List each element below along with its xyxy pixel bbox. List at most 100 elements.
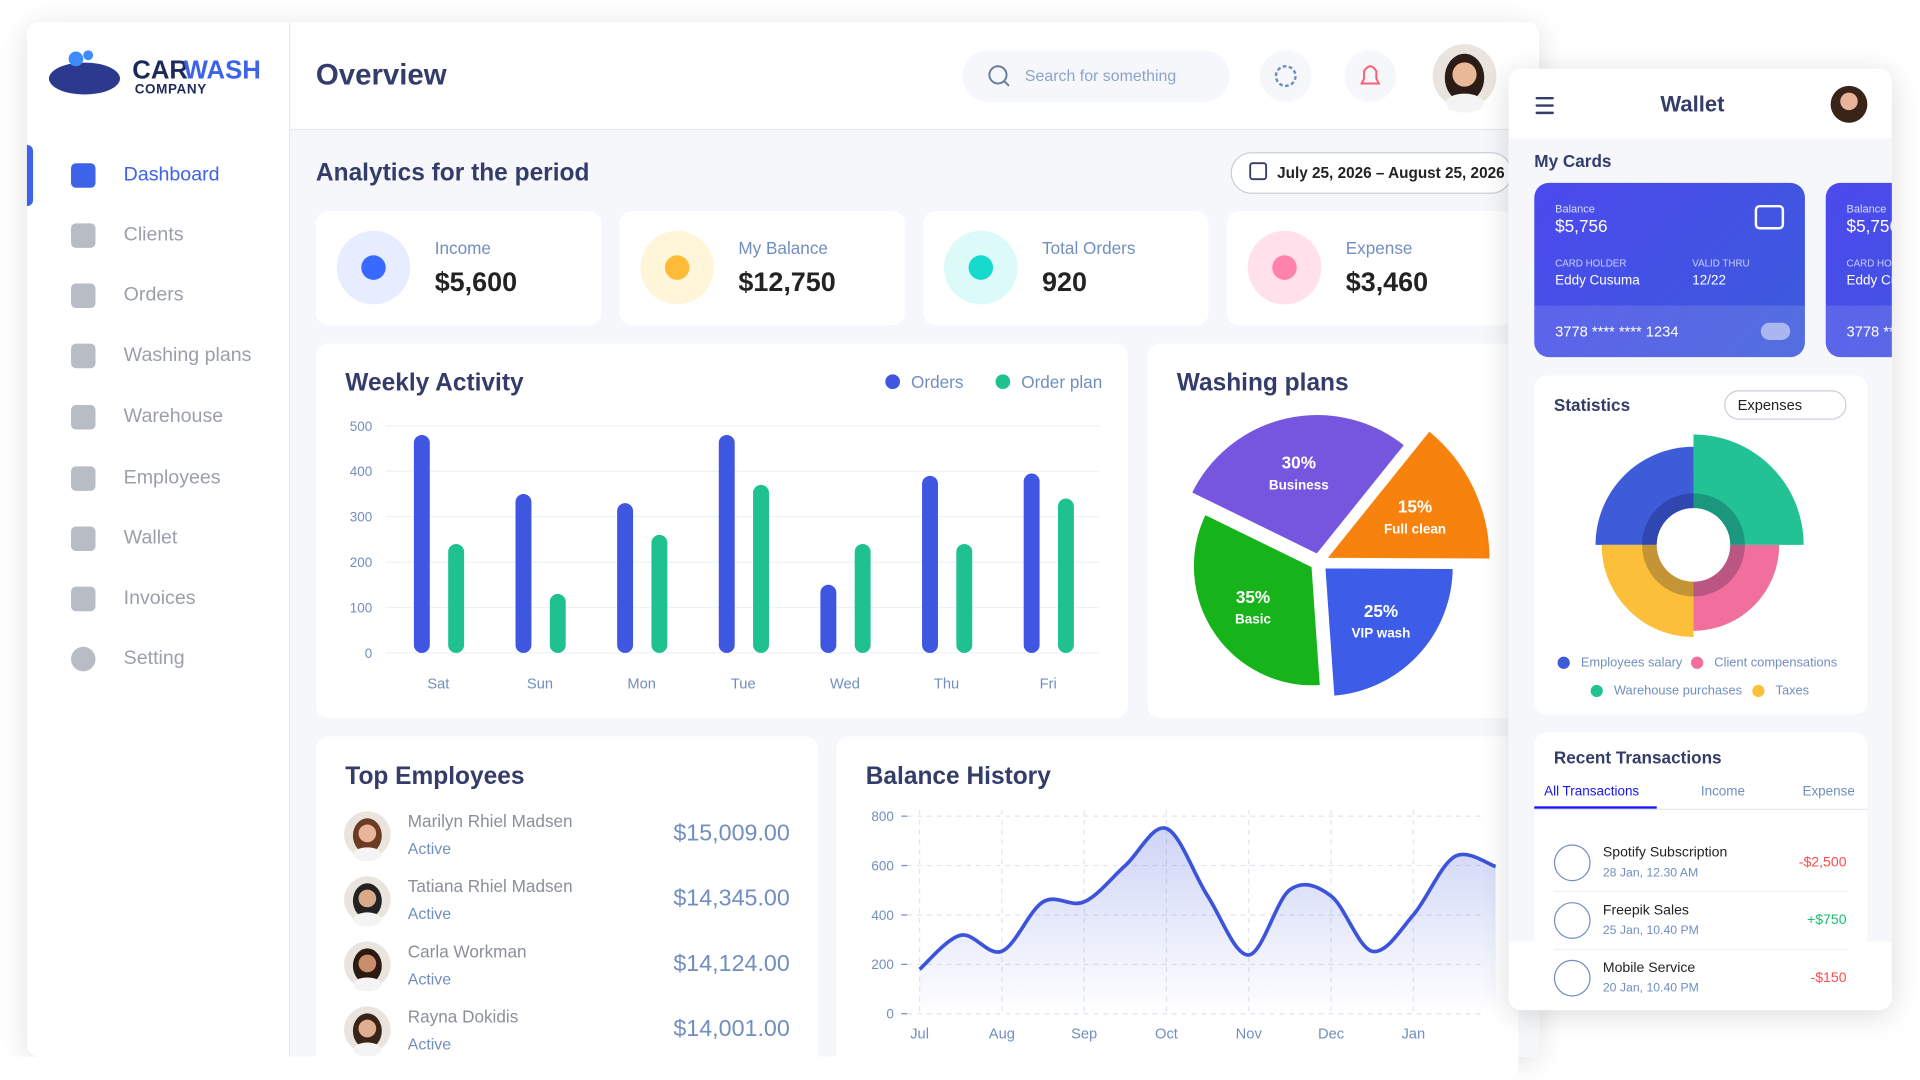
nav-item[interactable]: Warehouse xyxy=(123,406,224,428)
tab[interactable]: All Transactions xyxy=(1544,784,1640,799)
card-balance-label: Balance xyxy=(1846,202,1887,215)
weekly-activity-card xyxy=(315,343,1128,718)
legend-label: Order plan xyxy=(1021,371,1103,392)
date-range-picker[interactable] xyxy=(1230,152,1513,194)
divider xyxy=(1553,891,1848,893)
card-strip xyxy=(1534,305,1805,358)
legend-label: Warehouse purchases xyxy=(1613,683,1743,699)
page-title: Overview xyxy=(315,58,447,93)
credit-card[interactable] xyxy=(1534,182,1805,358)
divider xyxy=(1553,948,1848,950)
polar-segment xyxy=(1693,434,1804,545)
transaction-name: Freepik Sales xyxy=(1602,903,1689,919)
legend-swatch xyxy=(1752,684,1765,698)
brand-subtitle: COMPANY xyxy=(134,82,207,97)
stat-value: 920 xyxy=(1042,266,1088,298)
transaction-amount: -$150 xyxy=(1810,970,1847,986)
card-balance: $5,756 xyxy=(1846,216,1892,236)
stat-label: My Balance xyxy=(738,238,828,258)
nav-item[interactable]: Employees xyxy=(123,467,221,489)
transaction-amount: -$2,500 xyxy=(1798,855,1847,871)
employee-amount: $14,001.00 xyxy=(673,1016,790,1042)
nav-icon xyxy=(71,223,96,248)
card-holder: Eddy Cusuma xyxy=(1555,273,1640,289)
employee-name: Carla Workman xyxy=(407,941,527,961)
employee-status: Active xyxy=(407,1034,452,1054)
menu-icon[interactable] xyxy=(1535,104,1554,107)
nav-item[interactable]: Washing plans xyxy=(123,344,252,366)
brand-main: WASH xyxy=(183,56,261,85)
tab[interactable]: Income xyxy=(1700,784,1746,799)
date-range[interactable]: July 25, 2026 – August 25, 2026 xyxy=(1277,164,1505,182)
employee-amount: $14,345.00 xyxy=(673,886,790,912)
tab-underline xyxy=(1534,806,1657,809)
employee-name: Rayna Dokidis xyxy=(407,1006,519,1027)
settings-button[interactable] xyxy=(1260,50,1312,102)
nav-icon xyxy=(71,283,96,309)
nav-item[interactable]: Dashboard xyxy=(123,164,220,186)
filter-label[interactable]: Expenses xyxy=(1737,396,1803,414)
card-logo xyxy=(1760,322,1791,340)
card-number: 3778 **** **** 1234 xyxy=(1846,322,1892,340)
filter-dropdown[interactable] xyxy=(1724,390,1847,420)
transaction-name: Mobile Service xyxy=(1602,960,1696,976)
transaction-amount: +$750 xyxy=(1806,913,1847,928)
card-balance: $5,756 xyxy=(1555,216,1608,236)
nav-item[interactable]: Orders xyxy=(123,284,184,306)
nav-item[interactable]: Wallet xyxy=(123,527,178,549)
transaction-icon xyxy=(1553,959,1591,997)
card-number: 3778 **** **** 1234 xyxy=(1555,322,1679,340)
employee-name: Tatiana Rhiel Madsen xyxy=(407,876,573,896)
nav-icon xyxy=(71,405,96,430)
menu-icon[interactable] xyxy=(1535,96,1554,100)
top-employees-card xyxy=(315,736,818,1080)
nav-item[interactable]: Setting xyxy=(123,648,185,669)
stat-label: Expense xyxy=(1345,238,1413,258)
legend-swatch xyxy=(1590,684,1603,698)
nav-item[interactable]: Clients xyxy=(123,224,184,246)
tab-border xyxy=(1534,808,1868,811)
nav-icon xyxy=(71,646,96,672)
transaction-icon xyxy=(1553,844,1591,882)
chart-title: Weekly Activity xyxy=(345,369,524,397)
section-title: Top Employees xyxy=(345,763,525,791)
stat-value: $12,750 xyxy=(738,266,836,298)
tab[interactable]: Expense xyxy=(1802,784,1855,799)
nav-icon xyxy=(71,466,96,491)
stat-value: $5,600 xyxy=(434,266,518,298)
notifications-button[interactable] xyxy=(1344,50,1396,102)
statistics-chart xyxy=(1557,434,1804,698)
transactions-card xyxy=(1534,732,1868,1011)
footer-cover xyxy=(0,1056,1507,1080)
legend-swatch xyxy=(1557,656,1570,669)
search-placeholder[interactable]: Search for something xyxy=(1024,66,1177,85)
brand-accent: CAR xyxy=(132,56,188,85)
employee-amount: $15,009.00 xyxy=(673,821,790,847)
employee-status: Active xyxy=(407,839,452,858)
employee-status: Active xyxy=(407,904,452,923)
nav-icon xyxy=(71,163,96,188)
credit-card[interactable] xyxy=(1825,182,1892,358)
transaction-date: 25 Jan, 10.40 PM xyxy=(1602,924,1699,938)
nav-item[interactable]: Invoices xyxy=(123,587,196,609)
card-strip xyxy=(1825,305,1892,358)
card-holder: Eddy Cusuma xyxy=(1846,273,1892,289)
stat-label: Total Orders xyxy=(1042,238,1136,258)
nav-icon xyxy=(71,526,96,552)
section-title: Analytics for the period xyxy=(315,159,590,187)
sidebar-border xyxy=(288,22,291,1057)
legend-label: Orders xyxy=(911,371,964,392)
legend-swatch xyxy=(1691,656,1704,669)
card-valid: 12/22 xyxy=(1692,273,1726,289)
card-valid-label: VALID THRU xyxy=(1692,257,1750,269)
menu-icon[interactable] xyxy=(1535,111,1554,115)
inner-hole xyxy=(1656,508,1731,582)
employee-name: Marilyn Rhiel Madsen xyxy=(407,811,573,831)
chart-title: Washing plans xyxy=(1176,369,1349,397)
legend-label: Taxes xyxy=(1775,683,1810,699)
transaction-date: 28 Jan, 12.30 AM xyxy=(1602,866,1699,880)
wallet-panel: Wallet My Cards Balance $5,756 CARD HOLDER Ed… xyxy=(1508,68,1892,1011)
legend-label: Client compensations xyxy=(1714,655,1838,671)
